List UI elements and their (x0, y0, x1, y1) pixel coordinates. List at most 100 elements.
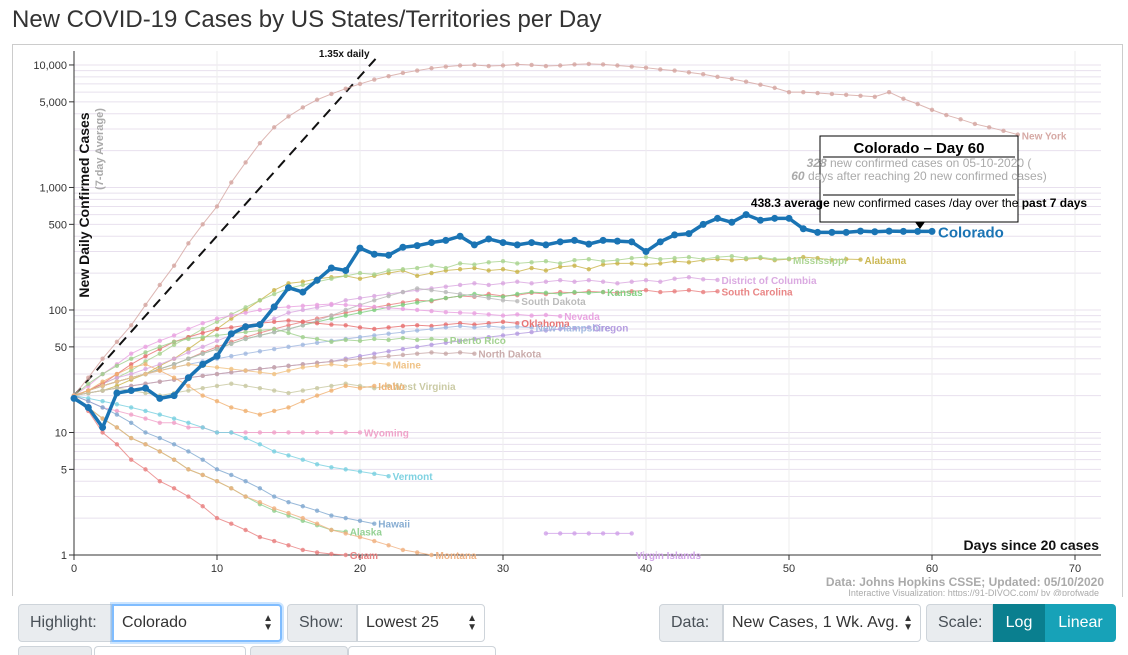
highlight-value: Colorado (122, 614, 187, 631)
series-label: Virgin Islands (636, 551, 702, 562)
x-tick-label: 40 (640, 563, 652, 575)
show-label: Show: (287, 604, 357, 642)
series-label: Hawaii (378, 520, 410, 531)
grid (73, 51, 1101, 556)
series-guam (71, 393, 348, 558)
y-tick-label: 5 (61, 464, 67, 476)
series-label: New Hampshire (536, 323, 611, 334)
series-label: North Dakota (478, 350, 541, 361)
highlight-point (170, 392, 178, 400)
tooltip-days: 60 (791, 169, 805, 183)
series-line (73, 395, 375, 525)
highlight-point (556, 238, 564, 246)
highlight-point (814, 228, 822, 236)
highlight-point (313, 276, 321, 284)
y-tick-label: 500 (49, 219, 67, 231)
series-line (73, 395, 389, 477)
tooltip-line2: 438.3 average new confirmed cases /day o… (751, 196, 1088, 210)
highlight-point (499, 239, 507, 247)
highlight-select[interactable]: Colorado ▲ ▼ (112, 604, 282, 642)
series-line (73, 395, 346, 533)
tooltip-average: 438.3 average (751, 196, 830, 210)
highlight-point (771, 214, 779, 222)
x-axis-title: Days since 20 cases (964, 537, 1100, 553)
series-label: Mississippi (793, 256, 847, 267)
series-point (372, 383, 377, 389)
highlight-point (470, 241, 478, 249)
series-hawaii (71, 393, 377, 526)
highlight-point (585, 240, 593, 248)
data-value: New Cases, 1 Wk. Avg. (732, 614, 899, 631)
select-arrows-icon: ▲ ▼ (263, 613, 273, 633)
series-label: Maine (393, 360, 422, 371)
highlight-point (370, 250, 378, 258)
y-tick-label: 100 (49, 305, 67, 317)
series-label: Oregon (593, 323, 629, 334)
select-arrows-icon: ▲ ▼ (467, 613, 477, 633)
highlight-point (428, 239, 435, 247)
chart-frame: 1 5 10 50 100 500 1,000 5,000 10,000 0 10 20 30 40 50 6… (12, 44, 1123, 598)
tooltip-title: Colorado – Day 60 (854, 140, 985, 157)
series-line (73, 351, 475, 397)
tooltip-text2: days after reaching 20 new confirmed cas… (805, 169, 1047, 183)
series-line (73, 303, 561, 397)
highlight-point (442, 236, 450, 244)
highlight-point (885, 227, 893, 235)
y-axis-title: New Daily Confirmed Cases (76, 112, 92, 297)
data-select[interactable]: New Cases, 1 Wk. Avg. ▲ ▼ (723, 604, 921, 642)
highlight-point (928, 227, 936, 235)
controls-bar: Highlight: Colorado ▲ ▼ Show: Lowest 25 ▲… (12, 596, 1121, 655)
highlight-point (70, 394, 78, 402)
series-label: Puerto Rico (450, 336, 506, 347)
series-label: Alabama (865, 256, 907, 267)
series-label: Alaska (350, 528, 383, 539)
series-label: Idaho (378, 382, 405, 393)
cases-chart: 1 5 10 50 100 500 1,000 5,000 10,000 0 10 20 30 40 50 6… (33, 49, 1105, 598)
highlight-point (828, 228, 836, 236)
highlight-point (513, 241, 521, 249)
highlight-point (685, 230, 693, 238)
x-tick-label: 60 (926, 563, 938, 575)
series-line (73, 255, 790, 397)
y-axis-subtitle: (7-day Average) (94, 108, 106, 190)
highlight-point (285, 284, 292, 292)
show-value: Lowest 25 (366, 614, 439, 631)
highlight-point (356, 244, 364, 252)
series-label: New York (1022, 132, 1067, 143)
highlight-point (227, 330, 235, 338)
highlight-point (642, 248, 650, 256)
highlight-point (127, 387, 135, 395)
highlight-point (199, 360, 207, 368)
highlight-series[interactable]: Colorado (70, 211, 1004, 431)
x-tick-label: 50 (783, 563, 795, 575)
highlight-point (671, 231, 679, 239)
highlight-point (456, 232, 464, 240)
highlight-point (342, 267, 350, 275)
highlight-point (571, 236, 578, 244)
highlight-label: Colorado (938, 224, 1004, 241)
highlight-point (628, 238, 636, 246)
highlight-point (485, 235, 493, 243)
axes: 1 5 10 50 100 500 1,000 5,000 10,000 0 10 20 30 40 50 6… (33, 51, 1101, 575)
y-tick-label: 10 (55, 427, 67, 439)
highlight-point (699, 220, 707, 228)
series-line (73, 363, 375, 416)
highlight-point (714, 214, 721, 222)
highlight-point (413, 242, 421, 250)
y-tick-label: 50 (55, 342, 67, 354)
scale-label: Scale: (926, 604, 993, 642)
series-line (73, 63, 1018, 396)
highlight-point (899, 227, 907, 235)
highlight-point (914, 227, 922, 235)
scale-log-button[interactable]: Log (993, 604, 1045, 642)
highlight-point (871, 228, 879, 236)
series-line (73, 320, 518, 397)
scale-linear-button[interactable]: Linear (1045, 604, 1116, 642)
highlight-point (728, 218, 736, 226)
highlight-point (399, 243, 407, 251)
show-select[interactable]: Lowest 25 ▲ ▼ (357, 604, 485, 642)
series-label: Montana (436, 551, 478, 562)
series-line (73, 395, 346, 556)
x-tick-label: 10 (211, 563, 223, 575)
highlight-point (613, 237, 621, 245)
